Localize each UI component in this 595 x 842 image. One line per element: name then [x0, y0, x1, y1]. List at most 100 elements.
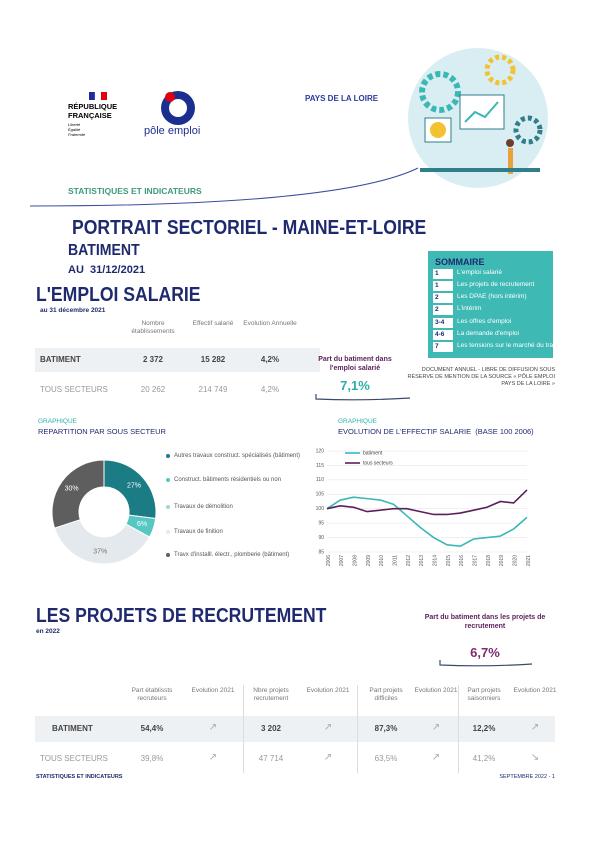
x-tick-label: 2009: [366, 555, 372, 566]
person: [508, 148, 513, 174]
line-chart: 85 90 95 100 105 110 115 120 2006 2007 2008 2009 201…: [316, 448, 532, 566]
y-tick-label: 85: [318, 549, 324, 555]
data-label: 30%: [65, 485, 79, 492]
x-tick-label: 2008: [352, 555, 358, 566]
motto: Liberté Égalité Fraternité: [68, 122, 85, 137]
x-tick-label: 2016: [459, 555, 465, 566]
gear: [513, 115, 543, 145]
motto-line: Fraternité: [68, 132, 86, 137]
donut-segment: [51, 459, 105, 529]
part-label: Part du batiment dans l'emploi salarié: [318, 356, 392, 372]
row-label: BATIMENT: [52, 724, 93, 733]
sommaire-num: 2: [433, 293, 453, 303]
underline: [439, 660, 533, 667]
line-series: [326, 489, 528, 516]
legend-label: Autres travaux construct. spécialisés (b…: [174, 453, 301, 459]
donut-chart: 27% 6% 37% 30%: [51, 459, 157, 565]
footer-left: STATISTIQUES ET INDICATEURS: [36, 774, 123, 780]
ground: [420, 168, 540, 172]
column-separator: [357, 685, 358, 773]
y-tick-label: 105: [316, 492, 325, 498]
x-tick-label: 2013: [419, 555, 425, 566]
y-tick-label: 95: [318, 520, 324, 526]
trend-arrow: ↗: [208, 752, 218, 763]
sommaire-box: SOMMAIRE 1 L'emploi salarié 1 Les projets d…: [428, 251, 563, 358]
row-band: [35, 348, 320, 372]
kicker: STATISTIQUES ET INDICATEURS: [68, 186, 202, 196]
column-header: Evolution 2021: [513, 687, 557, 694]
x-tick-label: 2011: [392, 555, 398, 566]
column-header: Evolution 2021: [306, 687, 350, 694]
cell: 47 714: [258, 754, 284, 763]
cell: 87,3%: [374, 724, 398, 733]
sommaire-label: L'emploi salarié: [457, 269, 502, 276]
legend-label: tous secteurs: [363, 460, 393, 466]
cell: 63,5%: [374, 754, 398, 763]
part-underline: [315, 394, 411, 401]
legend-swatch: [166, 478, 170, 482]
x-tick-label: 2010: [379, 555, 385, 566]
section-title: LES PROJETS DE RECRUTEMENT: [36, 605, 327, 627]
trend-arrow: ↘: [530, 752, 540, 763]
sommaire-num: 1: [433, 281, 453, 291]
data-label: 37%: [93, 549, 107, 556]
trend-arrow: ↗: [431, 722, 441, 733]
x-tick-label: 2014: [432, 555, 438, 566]
x-tick-label: 2015: [446, 555, 452, 566]
data-label: 6%: [137, 521, 147, 528]
x-tick-label: 2019: [499, 555, 505, 566]
trend-arrow: ↗: [431, 752, 441, 763]
x-tick-label: 2017: [472, 555, 478, 566]
republique-line: RÉPUBLIQUE: [68, 102, 118, 111]
cell: 12,2%: [472, 724, 496, 733]
column-header: Evolution 2021: [191, 687, 235, 694]
column-header: Nombre établissements: [131, 320, 175, 335]
flag: [94, 91, 102, 101]
chart-title: EVOLUTION DE L'EFFECTIF SALARIE (BASE 10…: [338, 427, 534, 436]
column-header: Part projets difficiles: [369, 687, 403, 702]
trend-arrow: ↗: [323, 722, 333, 733]
republique: RÉPUBLIQUE FRANÇAISE: [68, 102, 117, 120]
x-tick-label: 2018: [486, 555, 492, 566]
trend-arrow: ↗: [530, 722, 540, 733]
y-tick-label: 100: [316, 506, 325, 512]
x-tick-label: 2007: [339, 555, 345, 566]
underline: [315, 394, 411, 401]
x-tick-label: 2006: [326, 555, 332, 566]
column-header: Part projets saisonniers: [467, 687, 501, 702]
cell: 15 282: [200, 355, 226, 364]
legend-label: Construct. bâtiments résidentiels ou non: [174, 477, 282, 483]
row-band: [35, 716, 555, 742]
trend-arrow: ↗: [323, 752, 333, 763]
brand-logo: [165, 92, 175, 102]
trend-arrow: ↗: [208, 722, 218, 733]
section-subtitle: en 2022: [36, 628, 60, 635]
part-underline: [439, 660, 533, 667]
chart-kicker: GRAPHIQUE: [338, 418, 378, 425]
sommaire-label: Les DPAE (hors intérim): [457, 293, 527, 300]
chart-kicker: GRAPHIQUE: [38, 418, 78, 425]
row-label: BATIMENT: [40, 355, 81, 364]
sommaire-num: 4-6: [433, 330, 453, 340]
person: [506, 139, 514, 147]
chart-title: REPARTITION PAR SOUS SECTEUR: [38, 427, 166, 436]
header-curve: [29, 167, 419, 207]
line-series: [326, 496, 528, 548]
column-separator: [243, 685, 244, 773]
sommaire-label: Les tensions sur le marché du travail: [457, 342, 563, 349]
region: PAYS DE LA LOIRE: [305, 94, 379, 103]
screen-chart: [464, 101, 499, 123]
flag: [89, 92, 95, 100]
column-header: Nbre projets recrutement: [253, 687, 289, 702]
brand-logo: [169, 99, 187, 117]
y-tick-label: 90: [318, 535, 324, 541]
cell: 4,2%: [260, 355, 280, 364]
y-tick-label: 110: [316, 477, 324, 483]
row-label: TOUS SECTEURS: [40, 754, 108, 763]
cell: 41,2%: [472, 754, 496, 763]
sommaire-num: 7: [433, 342, 453, 352]
x-tick-label: 2021: [526, 555, 532, 566]
gear: [484, 54, 516, 86]
sommaire-label: La demande d'emploi: [457, 330, 519, 337]
